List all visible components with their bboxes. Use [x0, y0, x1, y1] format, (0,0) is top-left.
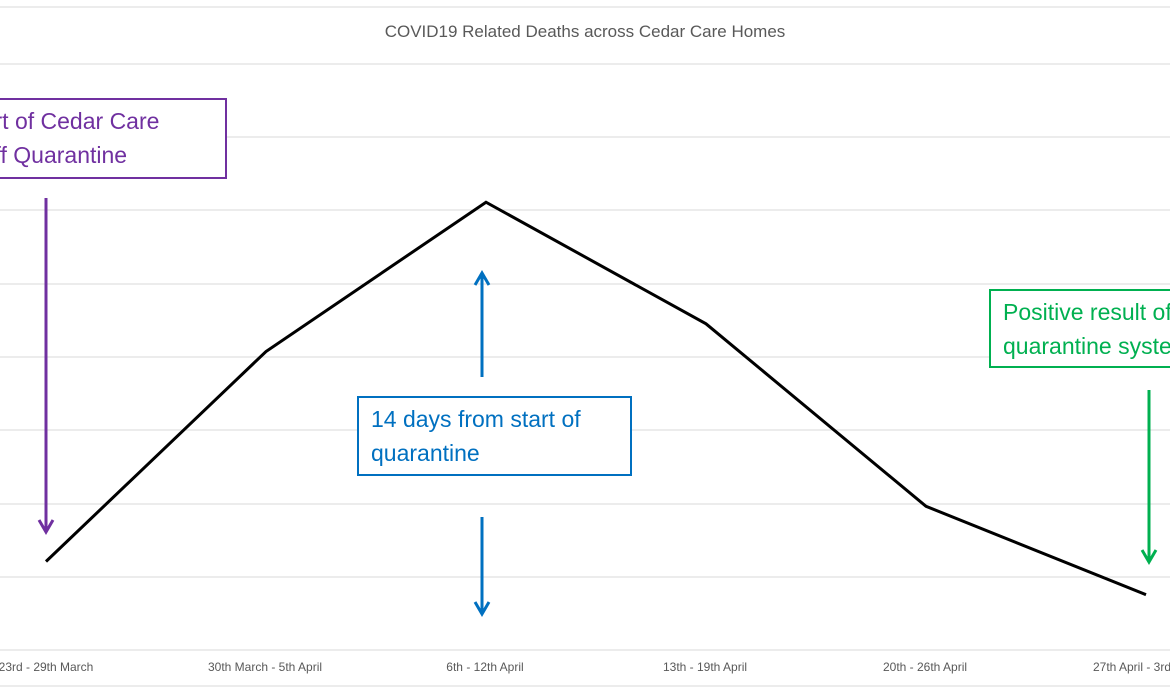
series-layer — [44, 200, 1147, 597]
arrow — [473, 270, 491, 377]
annotation-positive-result: Positive result of quarantine system — [989, 289, 1170, 368]
x-tick-label: 20th - 26th April — [882, 660, 968, 674]
series-line — [44, 200, 1147, 597]
x-tick-label: 30th March - 5th April — [207, 660, 323, 674]
annotation-line: Staff Quarantine — [0, 142, 128, 168]
arrow-head — [473, 270, 491, 286]
arrow — [37, 198, 55, 535]
x-tick-label: 13th - 19th April — [662, 660, 748, 674]
arrow — [1140, 390, 1158, 565]
annotation-14-days: 14 days from start of quarantine — [357, 396, 632, 476]
arrow-head — [473, 601, 491, 617]
annotation-quarantine-start: Start of Cedar Care Staff Quarantine — [0, 98, 227, 179]
annotation-line: 14 days from start of — [371, 406, 581, 432]
annotation-arrows — [37, 198, 1158, 617]
x-tick-label: 23rd - 29th March — [0, 660, 94, 674]
arrow-head — [37, 519, 55, 535]
x-tick-label: 27th April - 3rd May — [1092, 660, 1170, 674]
annotation-line: quarantine — [371, 440, 480, 466]
arrow — [473, 517, 491, 617]
annotation-line: Start of Cedar Care — [0, 108, 160, 134]
annotation-line: Positive result of — [1003, 299, 1170, 325]
x-tick-label: 6th - 12th April — [446, 660, 524, 674]
arrow-head — [1140, 549, 1158, 565]
chart-title: COVID19 Related Deaths across Cedar Care… — [384, 22, 786, 41]
annotation-line: quarantine system — [1003, 333, 1170, 359]
